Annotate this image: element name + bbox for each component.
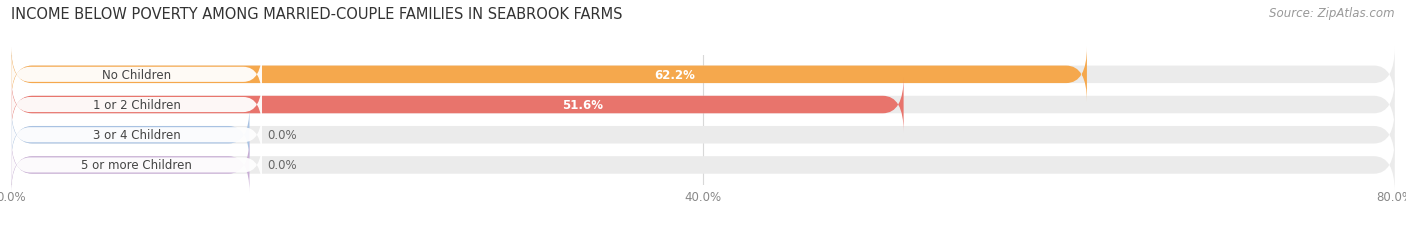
FancyBboxPatch shape [11, 78, 904, 132]
FancyBboxPatch shape [11, 48, 1087, 102]
Text: INCOME BELOW POVERTY AMONG MARRIED-COUPLE FAMILIES IN SEABROOK FARMS: INCOME BELOW POVERTY AMONG MARRIED-COUPL… [11, 7, 623, 22]
Text: 51.6%: 51.6% [562, 99, 603, 112]
FancyBboxPatch shape [11, 78, 1395, 132]
FancyBboxPatch shape [11, 80, 262, 130]
Text: 3 or 4 Children: 3 or 4 Children [93, 129, 180, 142]
Text: 1 or 2 Children: 1 or 2 Children [93, 99, 180, 112]
FancyBboxPatch shape [11, 108, 1395, 163]
FancyBboxPatch shape [11, 50, 262, 100]
Text: 0.0%: 0.0% [267, 159, 297, 172]
Text: Source: ZipAtlas.com: Source: ZipAtlas.com [1270, 7, 1395, 20]
FancyBboxPatch shape [11, 140, 262, 190]
FancyBboxPatch shape [11, 48, 1395, 102]
Text: No Children: No Children [103, 69, 172, 82]
FancyBboxPatch shape [11, 138, 1395, 193]
FancyBboxPatch shape [11, 110, 262, 160]
Text: 0.0%: 0.0% [267, 129, 297, 142]
Text: 62.2%: 62.2% [654, 69, 695, 82]
FancyBboxPatch shape [11, 108, 249, 163]
Text: 5 or more Children: 5 or more Children [82, 159, 193, 172]
FancyBboxPatch shape [11, 138, 249, 193]
